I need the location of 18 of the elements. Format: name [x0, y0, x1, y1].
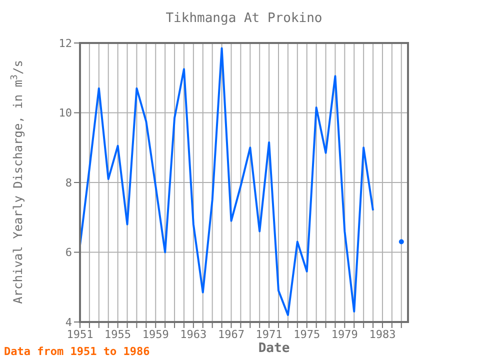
line-series — [80, 47, 374, 316]
x-axis-title: Date — [258, 341, 290, 356]
y-tick-label: 12 — [58, 36, 72, 50]
x-tick-label: 1975 — [294, 328, 320, 341]
y-tick-label: 4 — [65, 316, 72, 329]
y-tick-label: 6 — [65, 246, 72, 260]
x-tick-label: 1963 — [180, 328, 207, 341]
x-tick-label: 1959 — [142, 328, 169, 341]
x-tick-label: 1979 — [331, 328, 358, 341]
chart-title: Tikhmanga At Prokino — [166, 11, 322, 26]
x-tick-label: 1951 — [66, 328, 94, 341]
text: Data from 1951 to 1986 — [4, 345, 150, 358]
x-tick-label: 1983 — [369, 328, 396, 341]
x-tick-label: 1967 — [218, 328, 244, 341]
y-tick-label: 8 — [65, 176, 72, 190]
x-tick-label: 1955 — [104, 328, 132, 341]
x-tick-label: 1971 — [256, 328, 282, 341]
y-tick-label: 10 — [58, 106, 72, 120]
